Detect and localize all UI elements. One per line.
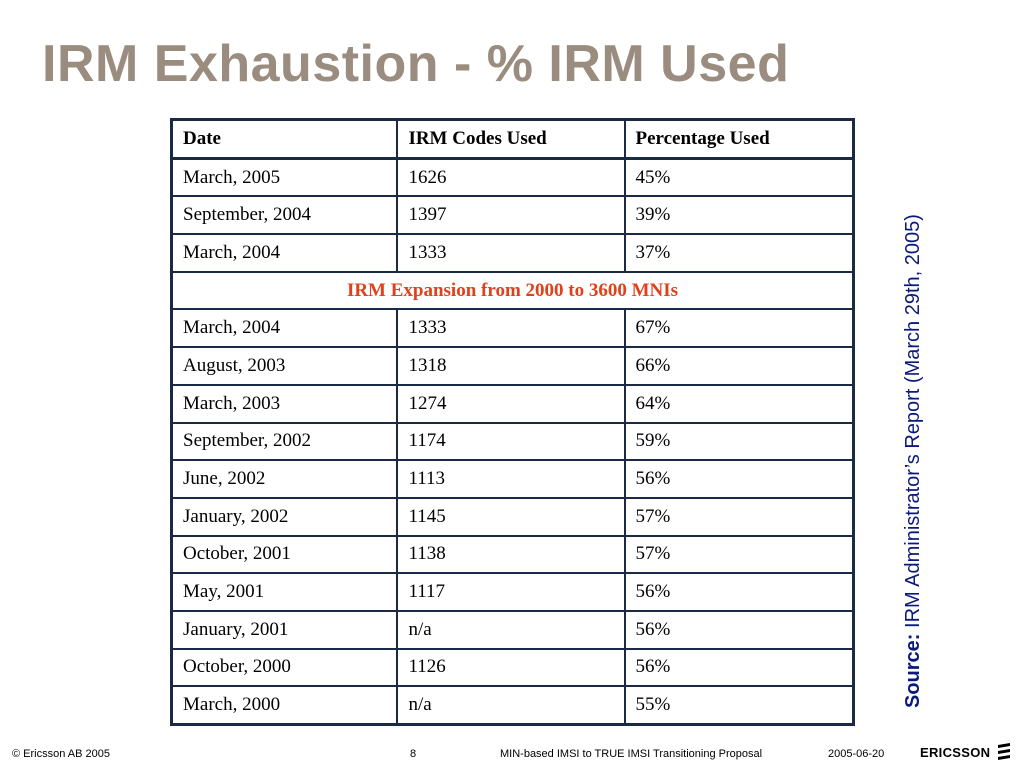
footer-copyright: © Ericsson AB 2005: [12, 748, 110, 760]
table-row: October, 2001 1138 57%: [170, 534, 855, 575]
cell-codes: 1397: [396, 195, 626, 236]
cell-codes: 1117: [396, 572, 626, 612]
cell-percent: 57%: [623, 496, 855, 537]
cell-date: January, 2001: [170, 609, 399, 650]
cell-percent: 59%: [623, 421, 855, 462]
ericsson-logo-icon: [998, 743, 1011, 760]
cell-date: March, 2004: [170, 233, 399, 273]
cell-codes: 1126: [396, 647, 626, 688]
cell-codes: 1138: [396, 534, 626, 575]
cell-date: August, 2003: [170, 346, 399, 386]
ericsson-logo: ERICSSON: [920, 743, 1012, 761]
cell-percent: 64%: [623, 383, 855, 424]
source-citation: Source: IRM Administrator’s Report (Marc…: [893, 148, 933, 708]
source-text: IRM Administrator’s Report (March 29th, …: [902, 214, 924, 634]
table-row: August, 2003 1318 66%: [170, 346, 855, 386]
table-row: June, 2002 1113 56%: [170, 459, 855, 499]
logo-wordmark: ERICSSON: [920, 744, 991, 760]
table-row: January, 2001 n/a 56%: [170, 609, 855, 650]
table-row: October, 2000 1126 56%: [170, 647, 855, 688]
header-percentage-used: Percentage Used: [623, 118, 855, 160]
cell-percent: 57%: [623, 534, 855, 575]
footer-page-number: 8: [410, 748, 417, 760]
expansion-row: IRM Expansion from 2000 to 3600 MNIs: [170, 270, 855, 311]
table-row: March, 2000 n/a 55%: [170, 685, 855, 726]
cell-codes: 1145: [396, 496, 626, 537]
table-row: September, 2004 1397 39%: [170, 195, 855, 236]
table-row: March, 2004 1333 67%: [170, 308, 855, 349]
table-row: September, 2002 1174 59%: [170, 421, 855, 462]
footer-document-title: MIN-based IMSI to TRUE IMSI Transitionin…: [500, 748, 763, 760]
cell-codes: 1318: [396, 346, 626, 386]
cell-date: September, 2004: [170, 195, 399, 236]
cell-percent: 56%: [623, 572, 855, 612]
cell-date: June, 2002: [170, 459, 399, 499]
table-row: March, 2004 1333 37%: [170, 233, 855, 273]
cell-date: March, 2003: [170, 383, 399, 424]
irm-table-container: Date IRM Codes Used Percentage Used Marc…: [170, 118, 855, 726]
cell-percent: 56%: [623, 647, 855, 688]
cell-date: March, 2004: [170, 308, 399, 349]
cell-date: March, 2005: [170, 157, 399, 198]
cell-percent: 67%: [623, 308, 855, 349]
cell-percent: 39%: [623, 195, 855, 236]
cell-codes: 1626: [396, 157, 626, 198]
cell-date: October, 2001: [170, 534, 399, 575]
table-header-row: Date IRM Codes Used Percentage Used: [170, 118, 855, 160]
irm-usage-table: Date IRM Codes Used Percentage Used Marc…: [170, 118, 855, 726]
cell-codes: 1274: [396, 383, 626, 424]
cell-codes: n/a: [396, 609, 626, 650]
table-row: May, 2001 1117 56%: [170, 572, 855, 612]
cell-codes: 1333: [396, 233, 626, 273]
slide-title: IRM Exhaustion - % IRM Used: [42, 35, 790, 93]
cell-percent: 66%: [623, 346, 855, 386]
cell-percent: 56%: [623, 459, 855, 499]
cell-percent: 37%: [623, 233, 855, 273]
cell-percent: 56%: [623, 609, 855, 650]
cell-date: September, 2002: [170, 421, 399, 462]
cell-codes: n/a: [396, 685, 626, 726]
cell-percent: 55%: [623, 685, 855, 726]
table-row: March, 2003 1274 64%: [170, 383, 855, 424]
cell-date: October, 2000: [170, 647, 399, 688]
header-irm-codes-used: IRM Codes Used: [396, 118, 626, 160]
expansion-label: IRM Expansion from 2000 to 3600 MNIs: [170, 270, 855, 311]
cell-codes: 1333: [396, 308, 626, 349]
table-row: January, 2002 1145 57%: [170, 496, 855, 537]
cell-date: January, 2002: [170, 496, 399, 537]
cell-date: March, 2000: [170, 685, 399, 726]
slide-footer: © Ericsson AB 2005 8 MIN-based IMSI to T…: [0, 738, 1024, 768]
cell-codes: 1113: [396, 459, 626, 499]
cell-codes: 1174: [396, 421, 626, 462]
cell-percent: 45%: [623, 157, 855, 198]
footer-date: 2005-06-20: [828, 748, 885, 760]
table-row: March, 2005 1626 45%: [170, 157, 855, 198]
source-label: Source:: [902, 633, 924, 708]
header-date: Date: [170, 118, 399, 160]
cell-date: May, 2001: [170, 572, 399, 612]
